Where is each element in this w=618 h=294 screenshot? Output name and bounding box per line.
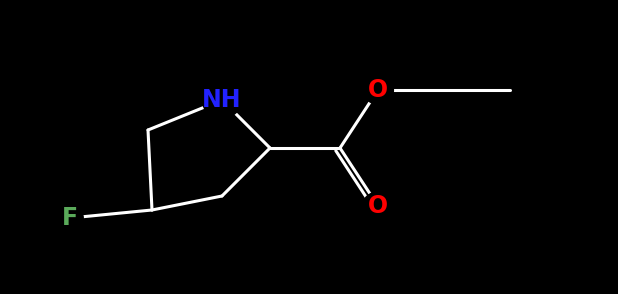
Text: F: F: [62, 206, 78, 230]
Text: O: O: [368, 194, 388, 218]
Ellipse shape: [202, 82, 242, 118]
Ellipse shape: [363, 192, 394, 220]
Ellipse shape: [57, 206, 83, 230]
Text: O: O: [368, 78, 388, 102]
Text: NH: NH: [202, 88, 242, 112]
Ellipse shape: [363, 76, 394, 104]
